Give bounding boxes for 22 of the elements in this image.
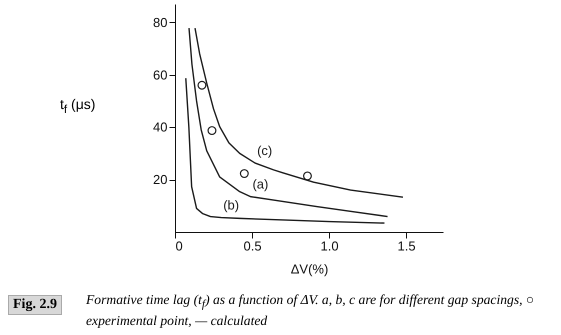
point — [302, 171, 312, 180]
x-tick-label: 0 — [176, 238, 183, 254]
y-tick-label: 80 — [153, 14, 168, 30]
y-tick-label: 40 — [153, 120, 168, 135]
y-axis-title: t$_{f}$ (μs) — [60, 96, 96, 116]
text: Formative time lag (t$_{f}$) as a function of ΔV. a, b, c are for different gap spacings, ○ experimental point, — calculated — [86, 292, 536, 329]
line-series — [188, 27, 388, 218]
series-label: (a) — [252, 176, 268, 192]
y-tick-label: 20 — [153, 172, 168, 188]
line-series — [185, 77, 386, 224]
x-tick-label: 0.5 — [243, 238, 262, 254]
point — [197, 80, 206, 90]
line-series — [194, 27, 404, 198]
y-tick-label: 60 — [153, 67, 168, 82]
series-label: (c) — [257, 143, 272, 158]
x-axis-title: ΔV(%) — [290, 262, 328, 276]
caption: Fig. 2.9 — [8, 295, 62, 315]
x-tick-label: 1.5 — [397, 238, 416, 254]
series-label: (b) — [223, 198, 240, 213]
point — [240, 169, 249, 178]
x-tick-label: 1.0 — [320, 238, 339, 254]
point — [207, 126, 216, 136]
